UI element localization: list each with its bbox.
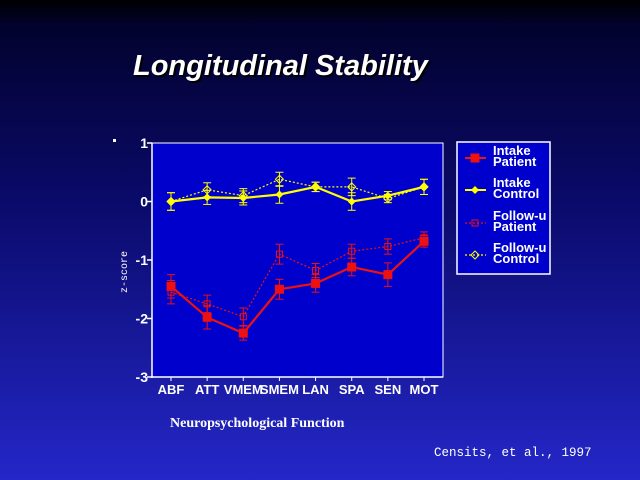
y-axis-label: z-score bbox=[120, 251, 131, 293]
plot-area bbox=[152, 143, 443, 377]
y-tick-label: -3 bbox=[136, 369, 149, 385]
data-point-marker bbox=[384, 243, 392, 251]
legend-label: Control bbox=[493, 186, 539, 201]
slide-title: Longitudinal Stability bbox=[133, 50, 428, 82]
x-tick-label: VMEM bbox=[224, 382, 263, 397]
data-point-marker bbox=[166, 281, 176, 291]
data-point-marker bbox=[239, 193, 248, 202]
data-point-marker bbox=[470, 153, 480, 163]
x-tick-label: ABF bbox=[158, 382, 185, 397]
y-tick-label: -2 bbox=[136, 311, 149, 327]
citation: Censits, et al., 1997 bbox=[434, 446, 592, 460]
data-point-marker bbox=[419, 236, 429, 246]
data-point-marker bbox=[347, 262, 357, 272]
data-point-marker bbox=[471, 219, 479, 227]
legend-label: Control bbox=[493, 251, 539, 266]
legend-label: Patient bbox=[493, 219, 537, 234]
data-point-marker bbox=[274, 174, 285, 184]
series-line bbox=[170, 237, 425, 318]
data-point-marker bbox=[202, 312, 212, 322]
legend-box bbox=[456, 141, 551, 275]
data-point-marker bbox=[383, 191, 392, 200]
legend-label: Patient bbox=[493, 154, 537, 169]
data-point-marker bbox=[347, 197, 356, 206]
x-tick-label: SEN bbox=[374, 382, 401, 397]
x-tick-label: SMEM bbox=[260, 382, 299, 397]
series-line bbox=[170, 178, 425, 203]
x-tick-label: ATT bbox=[195, 382, 219, 397]
series-line bbox=[170, 240, 425, 335]
data-point-marker bbox=[275, 190, 284, 199]
series-intake-patient bbox=[166, 234, 429, 341]
data-point-marker bbox=[275, 250, 283, 258]
data-point-marker bbox=[383, 270, 393, 280]
data-point-marker bbox=[239, 313, 247, 321]
data-point-marker bbox=[383, 193, 393, 204]
data-point-marker bbox=[471, 186, 479, 194]
data-point-marker bbox=[238, 328, 248, 338]
data-point-marker bbox=[347, 182, 357, 192]
data-point-marker bbox=[420, 182, 428, 191]
y-tick-label: 1 bbox=[140, 135, 148, 151]
data-point-marker bbox=[348, 247, 356, 255]
x-axis-caption: Neuropsychological Function bbox=[170, 416, 345, 431]
legend-label: Intake bbox=[493, 175, 531, 190]
x-tick-label: SPA bbox=[339, 382, 365, 397]
data-point-marker bbox=[311, 278, 321, 288]
y-tick-label: -1 bbox=[136, 252, 149, 268]
series-line bbox=[170, 185, 425, 203]
series-intake-control bbox=[167, 178, 428, 211]
x-tick-label: MOT bbox=[410, 382, 439, 397]
legend-label: Follow-u bbox=[493, 208, 546, 223]
series-layer bbox=[166, 171, 429, 341]
legend-label: Intake bbox=[493, 143, 531, 158]
data-point-marker bbox=[311, 182, 320, 191]
legend-label: Follow-u bbox=[493, 240, 546, 255]
data-point-marker bbox=[167, 197, 175, 206]
x-tick-label: LAN bbox=[302, 382, 329, 397]
legend: IntakePatientIntakeControlFollow-uPatien… bbox=[456, 141, 551, 275]
data-point-marker bbox=[312, 267, 320, 275]
y-tick-label: 0 bbox=[140, 194, 148, 210]
data-point-marker bbox=[470, 250, 480, 260]
bullet-marker bbox=[113, 139, 116, 142]
data-point-marker bbox=[203, 193, 212, 202]
data-point-marker bbox=[274, 284, 284, 294]
